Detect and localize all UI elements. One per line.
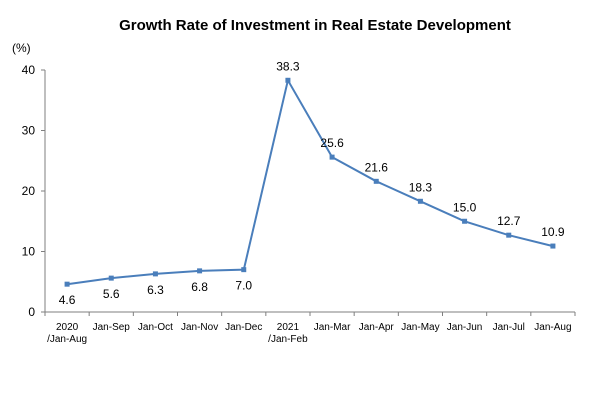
y-tick-labels: 0 10 20 30 40 xyxy=(22,63,36,319)
data-point xyxy=(285,77,291,83)
x-tick-label: Jan-Nov xyxy=(181,322,218,333)
x-tick-label: Jan-May xyxy=(401,322,439,333)
x-tick-label-line: Jan-May xyxy=(401,322,439,333)
data-label: 12.7 xyxy=(497,214,521,228)
data-point xyxy=(241,267,247,273)
x-tick-label-line: /Jan-Aug xyxy=(47,334,87,345)
data-point xyxy=(550,243,556,249)
data-point xyxy=(462,218,468,224)
y-tick-label: 40 xyxy=(22,63,36,77)
x-tick-label: Jan-Mar xyxy=(314,322,351,333)
x-tick-label-line: Jan-Jun xyxy=(447,322,483,333)
chart-title: Growth Rate of Investment in Real Estate… xyxy=(119,17,511,34)
x-tick-label-line: Jan-Nov xyxy=(181,322,218,333)
data-labels: 4.6 5.6 6.3 6.8 7.0 38.3 25.6 21.6 18.3 15.0 12.7 1… xyxy=(59,59,565,307)
data-point xyxy=(506,232,512,238)
y-unit-label: (%) xyxy=(12,41,31,55)
data-label: 15.0 xyxy=(453,200,477,214)
data-label: 5.6 xyxy=(103,287,120,301)
data-point xyxy=(152,271,158,277)
data-label: 6.8 xyxy=(191,280,208,294)
y-tick-label: 10 xyxy=(22,245,36,259)
data-label: 25.6 xyxy=(320,136,344,150)
x-tick-label-line: Jan-Mar xyxy=(314,322,351,333)
x-tick-label: 2021/Jan-Feb xyxy=(268,322,308,345)
data-label: 38.3 xyxy=(276,59,300,73)
data-point xyxy=(329,154,335,160)
x-tick-label: Jan-Apr xyxy=(359,322,395,333)
x-tick-label: 2020/Jan-Aug xyxy=(47,322,87,345)
x-tick-label: Jan-Oct xyxy=(138,322,173,333)
x-tick-label-line: 2020 xyxy=(56,322,79,333)
x-tick-label-line: /Jan-Feb xyxy=(268,334,308,345)
y-tick-label: 0 xyxy=(28,305,35,319)
x-tick-label-line: 2021 xyxy=(277,322,300,333)
x-tick-label: Jan-Dec xyxy=(225,322,262,333)
data-label: 7.0 xyxy=(235,279,252,293)
x-tick-labels: 2020/Jan-Aug Jan-Sep Jan-Oct Jan-Nov Jan-Dec… xyxy=(47,322,571,345)
x-tick-label-line: Jan-Sep xyxy=(93,322,131,333)
data-markers xyxy=(64,77,556,287)
axes xyxy=(41,69,576,316)
data-point xyxy=(417,198,423,204)
x-tick-label-line: Jan-Apr xyxy=(359,322,395,333)
data-label: 21.6 xyxy=(365,160,389,174)
x-tick-label-line: Jan-Jul xyxy=(493,322,525,333)
x-tick-label: Jan-Jul xyxy=(493,322,525,333)
data-label: 6.3 xyxy=(147,283,164,297)
x-tick-label-line: Jan-Aug xyxy=(534,322,571,333)
y-tick-label: 20 xyxy=(22,184,36,198)
series-polyline xyxy=(66,77,554,286)
data-label: 4.6 xyxy=(59,293,76,307)
data-point xyxy=(197,268,203,274)
data-point xyxy=(108,275,114,281)
x-tick-label: Jan-Sep xyxy=(93,322,131,333)
x-tick-label-line: Jan-Dec xyxy=(225,322,262,333)
x-tick-label: Jan-Aug xyxy=(534,322,571,333)
series-line xyxy=(66,77,554,286)
data-label: 18.3 xyxy=(409,180,433,194)
x-tick-label: Jan-Jun xyxy=(447,322,483,333)
x-tick-label-line: Jan-Oct xyxy=(138,322,173,333)
data-label: 10.9 xyxy=(541,225,565,239)
y-tick-label: 30 xyxy=(22,124,36,138)
data-point xyxy=(64,281,70,287)
data-point xyxy=(373,178,379,184)
